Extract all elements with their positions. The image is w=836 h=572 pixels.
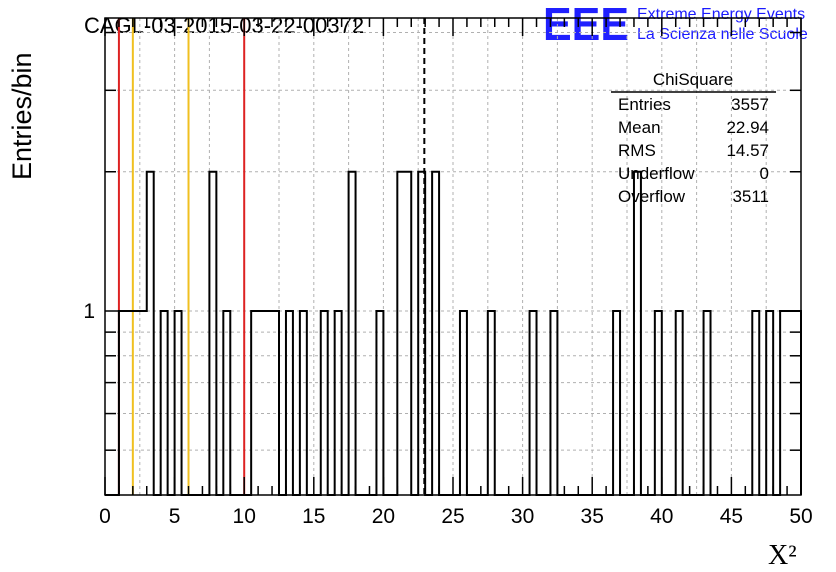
histogram-bin	[634, 172, 641, 495]
x-tick-label: 40	[650, 505, 673, 528]
stats-value: 22.94	[726, 118, 769, 137]
histogram-bin	[119, 311, 126, 495]
eee-logo-text: EEE	[543, 0, 629, 50]
stats-box: ChiSquare Entries 3557 Mean 22.94 RMS 14.57 Un…	[611, 70, 776, 206]
histogram-bin	[676, 311, 683, 495]
histogram-bin	[613, 311, 620, 495]
histogram-bin	[272, 311, 279, 495]
stats-value: 14.57	[726, 141, 769, 160]
stats-value: 0	[760, 164, 769, 183]
stats-title: ChiSquare	[653, 70, 733, 89]
histogram-bin	[404, 172, 411, 495]
histogram-bin	[147, 172, 154, 495]
stats-value: 3511	[732, 187, 769, 206]
y-tick-labels: 1	[83, 300, 95, 323]
y-tick-label: 1	[83, 300, 95, 323]
histogram-bin	[175, 311, 182, 495]
histogram-bin	[321, 311, 328, 495]
histogram-bin	[488, 311, 495, 495]
run-title: CAGL-03-2015-03-22-00372	[84, 13, 364, 38]
histogram-bin	[780, 311, 787, 495]
stats-value: 3557	[731, 95, 769, 114]
histogram-bin	[766, 311, 773, 495]
histogram-bin	[397, 172, 404, 495]
x-tick-label: 5	[169, 505, 181, 528]
histogram-bin	[794, 311, 801, 495]
stats-label: Entries	[618, 95, 671, 114]
histogram-bin	[530, 311, 537, 495]
stats-label: RMS	[618, 141, 656, 160]
histogram-bin	[787, 311, 794, 495]
histogram-bin	[300, 311, 307, 495]
stats-label: Overflow	[618, 187, 686, 206]
histogram-bin	[376, 311, 383, 495]
histogram-bin	[140, 311, 147, 495]
stats-label: Mean	[618, 118, 661, 137]
x-tick-label: 10	[233, 505, 256, 528]
histogram-bin	[550, 311, 557, 495]
x-tick-label: 25	[441, 505, 464, 528]
x-tick-label: 20	[372, 505, 395, 528]
x-tick-label: 50	[789, 505, 812, 528]
histogram-bin	[460, 311, 467, 495]
threshold-lines	[117, 18, 426, 495]
x-tick-label: 45	[720, 505, 743, 528]
x-tick-label: 35	[581, 505, 604, 528]
x-tick-label: 30	[511, 505, 534, 528]
x-tick-label: 0	[99, 505, 111, 528]
histogram-bin	[223, 311, 230, 495]
histogram-bin	[432, 172, 439, 495]
x-axis-label: X²	[768, 540, 797, 571]
y-axis-label: Entries/bin	[7, 52, 37, 180]
histogram-bin	[258, 311, 265, 495]
histogram-bin	[704, 311, 711, 495]
x-tick-labels: 0 5 10 15 20 25 30 35 40 45 50	[99, 505, 813, 528]
histogram-bin	[286, 311, 293, 495]
x-tick-label: 15	[302, 505, 325, 528]
stats-label: Underflow	[618, 164, 695, 183]
eee-logo-line2: La Scienza nelle Scuole	[637, 26, 808, 43]
axis-ticks	[104, 18, 802, 495]
histogram-bin	[335, 311, 342, 495]
histogram-bin	[209, 172, 216, 495]
histogram-bin	[161, 311, 168, 495]
histogram-bin	[265, 311, 272, 495]
histogram-bin	[752, 311, 759, 495]
histogram-bin	[133, 311, 140, 495]
histogram-bin	[655, 311, 662, 495]
histogram-bin	[126, 311, 133, 495]
histogram-bin	[251, 311, 258, 495]
histogram-bin	[349, 172, 356, 495]
